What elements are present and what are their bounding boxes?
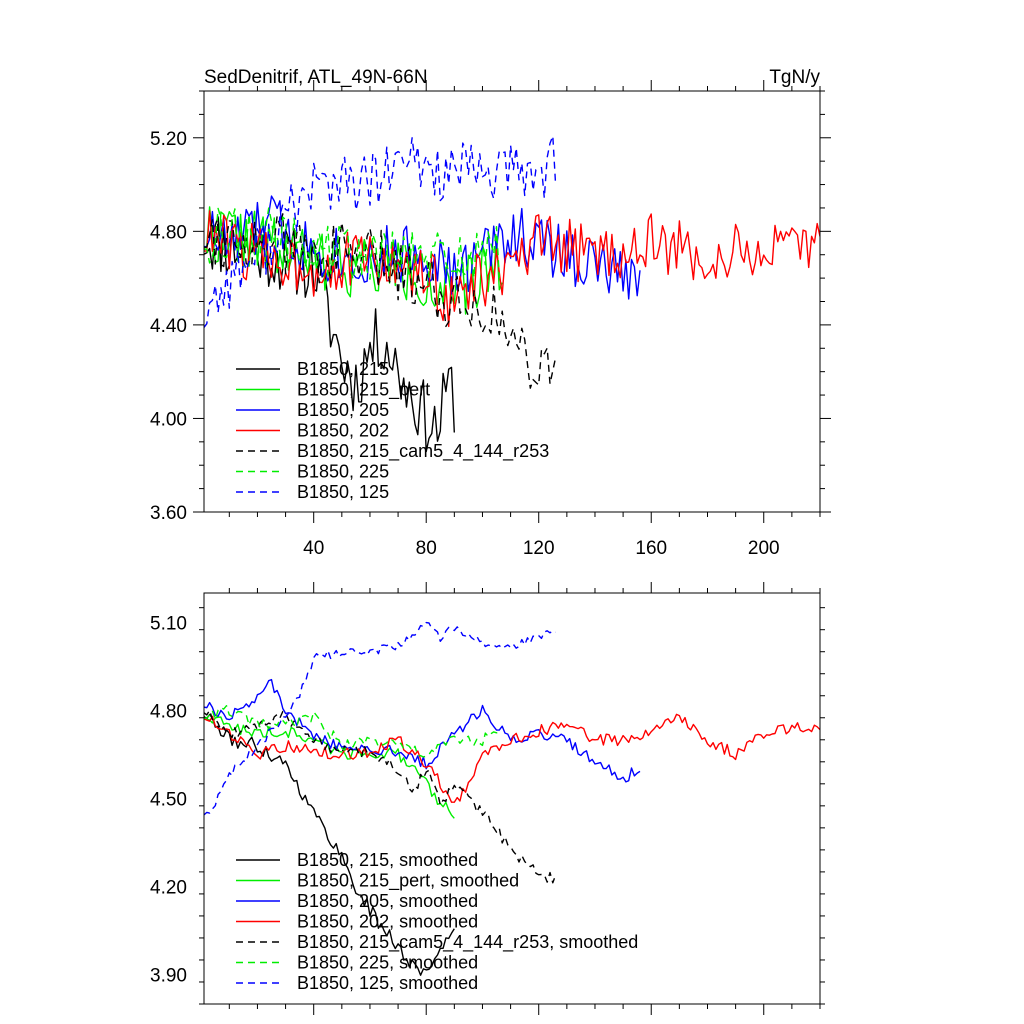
units-label: TgN/y [769, 67, 820, 88]
legend-label-3: B1850, 202 [297, 421, 389, 441]
series-line-6 [204, 135, 557, 328]
series-line-1 [204, 206, 503, 315]
legend-label-2: B1850, 205 [297, 400, 389, 420]
series-line-0 [204, 216, 455, 453]
legend-label-3: B1850, 202, smoothed [297, 912, 478, 932]
legend-label-2: B1850, 205, smoothed [297, 891, 478, 911]
y-tick-label: 4.80 [150, 701, 187, 722]
series-line-6 [204, 621, 556, 816]
bottom-panel: 3.90 4.20 4.50 4.80 5.10 B1850, 215, smoothed… [150, 582, 825, 1015]
series-line-3 [204, 210, 820, 328]
x-tick-label: 120 [523, 538, 555, 559]
series-line-3 [204, 713, 820, 803]
legend-label-1: B1850, 215_pert [297, 380, 430, 401]
legend-label-4: B1850, 215_cam5_4_144_r253 [297, 441, 549, 462]
y-tick-label: 3.60 [150, 503, 187, 524]
y-tick-label: 3.90 [150, 966, 187, 987]
top-panel: SedDenitrif, ATL_49N-66N TgN/y 3.60 4.00 4.4… [150, 67, 831, 559]
plot-frame [203, 592, 821, 1005]
y-tick-label: 4.50 [150, 790, 187, 811]
x-tick-label: 160 [635, 538, 667, 559]
legend-label-6: B1850, 125, smoothed [297, 973, 478, 993]
series-line-4 [204, 709, 557, 884]
series-line-1 [204, 716, 455, 819]
x-tick-label: 80 [416, 538, 437, 559]
legend-label-0: B1850, 215, smoothed [297, 850, 478, 870]
series-line-2 [204, 195, 641, 300]
y-tick-label: 4.20 [150, 878, 187, 899]
series-line-0 [204, 713, 455, 976]
y-tick-label: 5.20 [150, 129, 187, 150]
legend-label-5: B1850, 225, smoothed [297, 953, 478, 973]
legend-label-6: B1850, 125 [297, 482, 389, 502]
y-tick-label: 5.10 [150, 613, 187, 634]
y-tick-label: 4.40 [150, 316, 187, 337]
series-group [204, 135, 820, 453]
legend-label-0: B1850, 215 [297, 359, 389, 379]
series-line-5 [204, 207, 500, 280]
x-tick-label: 200 [748, 538, 780, 559]
legend-label-5: B1850, 225 [297, 462, 389, 482]
series-group [204, 621, 820, 976]
x-tick-label: 40 [303, 538, 324, 559]
legend-label-4: B1850, 215_cam5_4_144_r253, smoothed [297, 932, 638, 953]
y-tick-label: 4.80 [150, 222, 187, 243]
y-tick-label: 4.00 [150, 409, 187, 430]
legend-label-1: B1850, 215_pert, smoothed [297, 871, 519, 892]
series-line-4 [204, 213, 557, 389]
series-line-5 [204, 705, 500, 758]
chart-title: SedDenitrif, ATL_49N-66N [204, 67, 428, 88]
